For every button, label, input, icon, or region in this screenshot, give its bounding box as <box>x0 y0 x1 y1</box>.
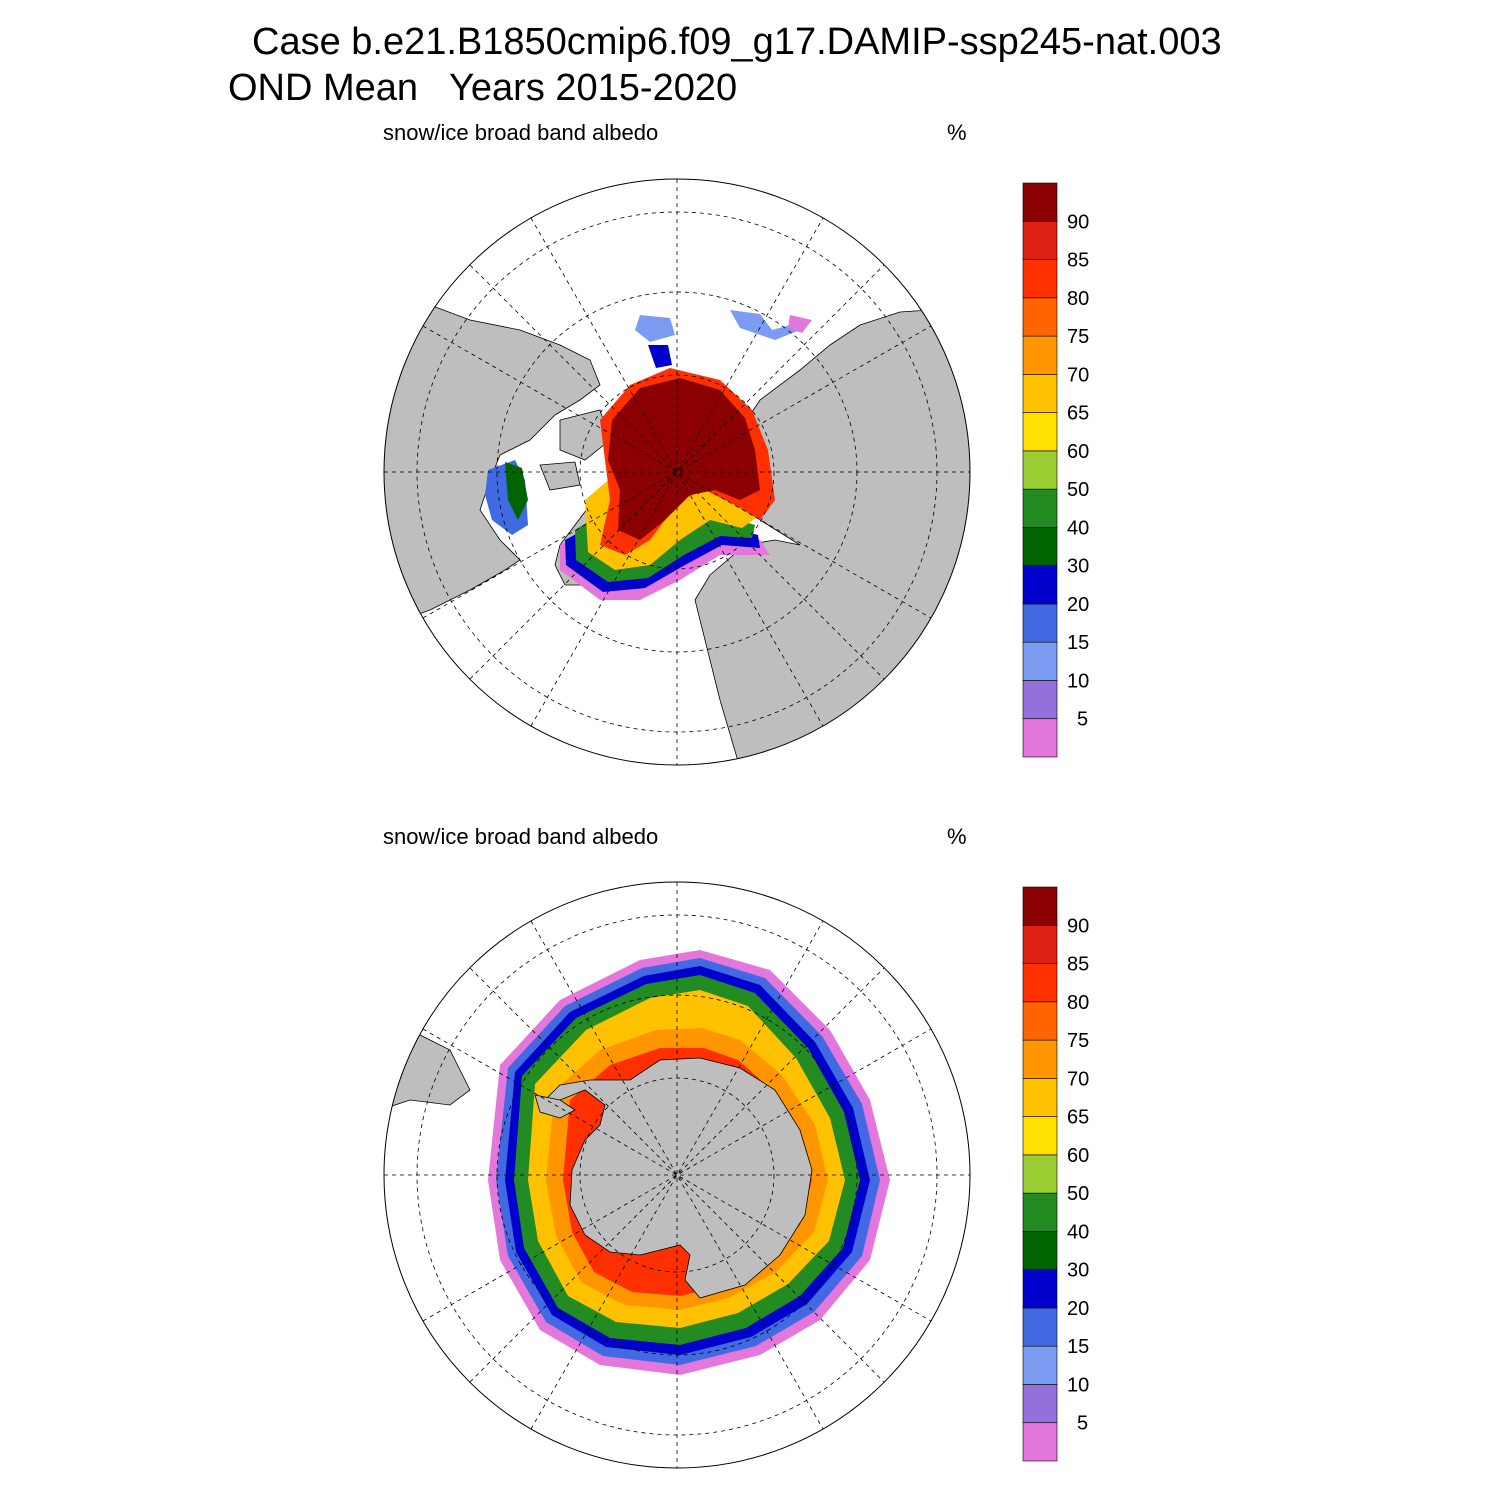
north-colorbar-tick-label: 15 <box>1067 632 1089 654</box>
north-panel-units: % <box>947 120 967 145</box>
south-colorbar-box <box>1022 1039 1058 1079</box>
north-polar-map <box>383 178 971 766</box>
north-colorbar-box <box>1022 641 1058 681</box>
south-colorbar-tick-label: 20 <box>1067 1298 1089 1320</box>
south-colorbar-tick-label: 90 <box>1067 915 1089 937</box>
south-colorbar-box <box>1022 1192 1058 1232</box>
south-colorbar-tick-label: 10 <box>1067 1374 1089 1396</box>
north-colorbar-box <box>1022 450 1058 490</box>
south-colorbar-tick-label: 65 <box>1067 1107 1089 1129</box>
north-colorbar-box <box>1022 182 1058 222</box>
south-colorbar-box <box>1022 1078 1058 1117</box>
north-colorbar-tick-label: 75 <box>1067 326 1089 348</box>
north-colorbar-box <box>1022 718 1058 758</box>
north-colorbar-box <box>1022 412 1058 452</box>
north-land-archipelago <box>539 409 611 491</box>
south-colorbar-tick-label: 80 <box>1067 992 1089 1014</box>
main-title-line2: OND Mean Years 2015-2020 <box>228 67 738 109</box>
south-colorbar-tick-label: 50 <box>1067 1183 1089 1205</box>
north-colorbar-box <box>1022 335 1058 375</box>
north-colorbar-tick-label: 30 <box>1067 556 1089 578</box>
north-colorbar-tick-label: 85 <box>1067 250 1089 272</box>
south-colorbar-box <box>1022 1001 1058 1041</box>
north-colorbar-tick-label: 5 <box>1077 709 1088 731</box>
south-colorbar-tick-label: 85 <box>1067 954 1089 976</box>
south-colorbar-box <box>1022 1231 1058 1270</box>
north-colorbar-tick-label: 90 <box>1067 211 1089 233</box>
south-colorbar-box <box>1022 1345 1058 1385</box>
north-colorbar-box <box>1022 259 1058 299</box>
south-colorbar-tick-label: 75 <box>1067 1030 1089 1052</box>
north-map-border <box>383 178 971 766</box>
south-colorbar-box <box>1022 886 1058 926</box>
south-colorbar: 5 10 15 20 30 40 50 60 65 70 75 80 85 90 <box>1022 886 1089 1462</box>
north-colorbar-box <box>1022 565 1058 605</box>
north-colorbar: 5 10 15 20 30 40 50 60 65 70 75 80 85 90 <box>1022 182 1089 758</box>
north-colorbar-box <box>1022 527 1058 566</box>
south-panel-title: snow/ice broad band albedo <box>383 824 659 849</box>
north-colorbar-tick-label: 60 <box>1067 441 1089 463</box>
north-land-america <box>384 299 601 631</box>
south-colorbar-box <box>1022 963 1058 1003</box>
south-colorbar-tick-label: 5 <box>1077 1413 1088 1435</box>
south-map-border <box>383 881 971 1469</box>
south-colorbar-box <box>1022 1269 1058 1309</box>
south-colorbar-box <box>1022 1422 1058 1462</box>
north-colorbar-tick-label: 80 <box>1067 288 1089 310</box>
south-land-peninsula <box>534 1094 576 1119</box>
south-colorbar-box <box>1022 1116 1058 1156</box>
north-colorbar-tick-label: 20 <box>1067 594 1089 616</box>
north-colorbar-box <box>1022 603 1058 643</box>
north-colorbar-tick-label: 70 <box>1067 364 1089 386</box>
north-colorbar-tick-label: 65 <box>1067 403 1089 425</box>
south-colorbar-tick-label: 40 <box>1067 1221 1089 1243</box>
south-colorbar-box <box>1022 1307 1058 1347</box>
main-title-line1: Case b.e21.B1850cmip6.f09_g17.DAMIP-ssp2… <box>252 21 1222 63</box>
north-graticule <box>384 179 970 765</box>
north-colorbar-box <box>1022 488 1058 528</box>
north-colorbar-tick-label: 10 <box>1067 670 1089 692</box>
north-colorbar-box <box>1022 374 1058 413</box>
north-colorbar-tick-label: 50 <box>1067 479 1089 501</box>
south-colorbar-box <box>1022 1384 1058 1424</box>
north-colorbar-box <box>1022 220 1058 260</box>
south-polar-map <box>383 881 971 1469</box>
south-colorbar-box <box>1022 1154 1058 1194</box>
north-sea-ice <box>485 310 812 600</box>
south-colorbar-tick-label: 70 <box>1067 1068 1089 1090</box>
south-colorbar-tick-label: 30 <box>1067 1260 1089 1282</box>
south-colorbar-tick-label: 15 <box>1067 1336 1089 1358</box>
north-colorbar-box <box>1022 680 1058 720</box>
south-graticule <box>384 882 970 1468</box>
south-colorbar-box <box>1022 924 1058 964</box>
south-colorbar-tick-label: 60 <box>1067 1145 1089 1167</box>
north-colorbar-box <box>1022 297 1058 337</box>
north-colorbar-tick-label: 40 <box>1067 517 1089 539</box>
south-panel-units: % <box>947 824 967 849</box>
north-panel-title: snow/ice broad band albedo <box>383 120 659 145</box>
